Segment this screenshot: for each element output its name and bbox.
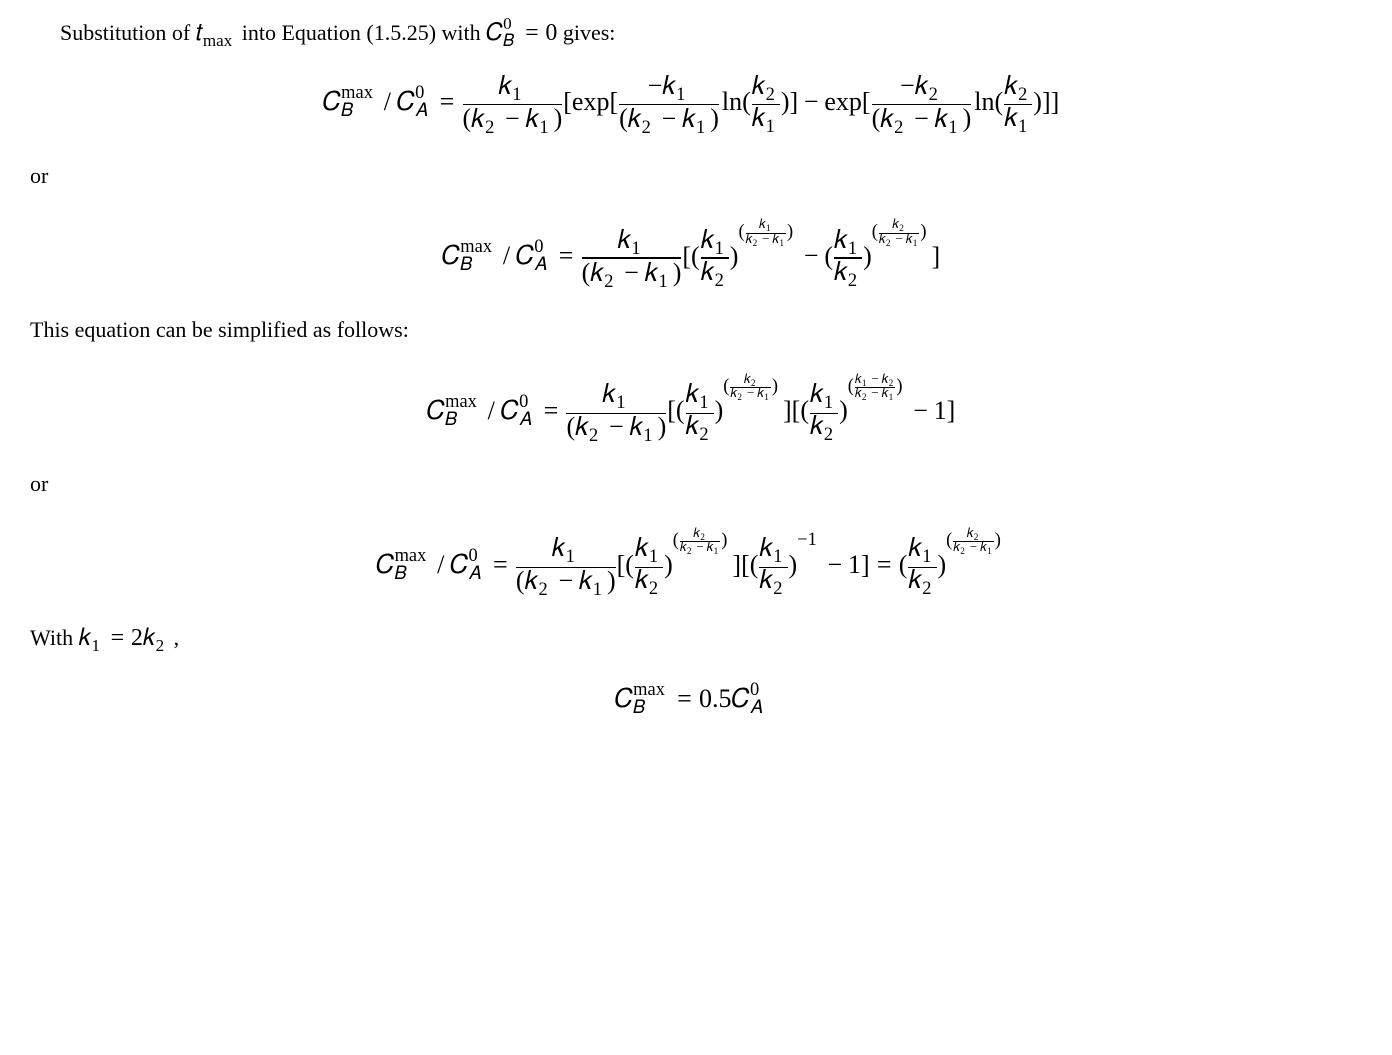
or-2: or <box>30 469 1352 500</box>
or-1: or <box>30 161 1352 192</box>
equation-5: CBmax=0.5CA0 <box>30 682 1352 716</box>
equation-2: CBmax/CA0=k1(k2−k1)[(k1k2)(k1k2−k1)−(k1k… <box>30 219 1352 286</box>
cb0-inline: CB0=0 <box>486 20 557 45</box>
intro-text-mid: into Equation (1.5.25) with <box>242 20 486 45</box>
equation-4: CBmax/CA0=k1(k2−k1)[(k1k2)(k2k2−k1)][(k1… <box>30 528 1352 595</box>
simplify-line: This equation can be simplified as follo… <box>30 315 1352 346</box>
equation-1: CBmax/CA0=k1(k2−k1)[exp[−k1(k2−k1)ln(k2k… <box>30 77 1352 133</box>
k1-2k2-inline: k1=2k2 <box>79 625 169 650</box>
tmax-inline: tmax <box>196 20 237 45</box>
with-text-pre: With <box>30 625 79 650</box>
equation-3: CBmax/CA0=k1(k2−k1)[(k1k2)(k2k2−k1)][(k1… <box>30 374 1352 441</box>
with-text-post: , <box>174 625 180 650</box>
intro-text-post: gives: <box>563 20 616 45</box>
with-line: With k1=2k2 , <box>30 623 1352 654</box>
intro-text-pre: Substitution of <box>60 20 196 45</box>
intro-line: Substitution of tmax into Equation (1.5.… <box>60 18 1352 49</box>
